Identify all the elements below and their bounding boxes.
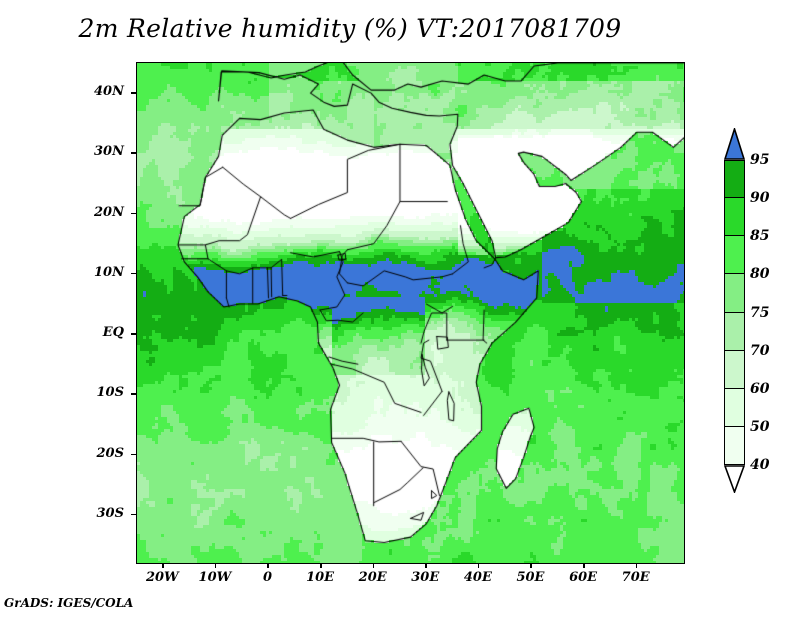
colorbar-band — [724, 198, 745, 237]
colorbar-band — [724, 388, 745, 427]
y-axis-tick — [131, 513, 136, 516]
y-axis-tick — [131, 92, 136, 94]
colorbar-tick-label: 90 — [750, 190, 770, 207]
x-axis-tick — [267, 563, 269, 568]
y-axis-tick — [131, 212, 136, 215]
page-title: 2m Relative humidity (%) VT:2017081709 — [78, 14, 622, 43]
y-axis-tick-label: 10N — [94, 264, 124, 280]
colorbar-band — [724, 350, 745, 389]
x-axis-tick — [425, 563, 427, 568]
colorbar-band — [724, 312, 745, 351]
x-axis-tick-label: 10E — [306, 570, 335, 585]
y-axis-tick — [131, 333, 136, 335]
y-axis-tick — [131, 393, 136, 395]
x-axis-tick — [530, 563, 532, 568]
humidity-map-plot — [136, 62, 685, 564]
x-axis-tick — [477, 563, 480, 568]
y-axis-tick-label: 40N — [94, 84, 124, 100]
x-axis-tick-label: 30E — [411, 570, 440, 585]
x-axis-tick-label: 10W — [198, 570, 232, 585]
attribution-footer: GrADS: IGES/COLA — [4, 596, 134, 610]
y-axis-tick — [131, 152, 136, 154]
colorbar-band — [724, 274, 745, 313]
y-axis-tick-label: 10S — [96, 385, 124, 401]
y-axis-tick-label: 20S — [96, 445, 124, 461]
colorbar-tick-label: 80 — [750, 266, 770, 283]
x-axis-tick — [635, 563, 638, 568]
y-axis-tick-label: EQ — [102, 325, 124, 341]
colorbar-tick-label: 40 — [750, 457, 770, 473]
y-axis-tick-label: 30N — [94, 144, 124, 160]
colorbar-under-arrow — [723, 465, 746, 495]
y-axis-tick-label: 30S — [96, 505, 124, 521]
x-axis-tick-label: 20E — [358, 570, 387, 585]
colorbar-band — [724, 236, 745, 275]
x-axis-tick — [162, 563, 164, 568]
x-axis-tick — [214, 563, 217, 568]
colorbar-band — [724, 426, 745, 465]
colorbar-tick-label: 85 — [750, 228, 770, 245]
colorbar-over-arrow — [723, 126, 746, 160]
x-axis-tick-label: 60E — [569, 570, 598, 585]
x-axis-tick — [320, 563, 322, 568]
x-axis-tick-label: 20W — [145, 570, 179, 585]
coastline-border-overlay — [137, 63, 684, 563]
x-axis-tick-label: 50E — [516, 570, 545, 585]
x-axis-tick-label: 70E — [621, 570, 650, 585]
x-axis-tick-label: 40E — [463, 570, 492, 585]
y-axis-tick — [131, 272, 136, 275]
colorbar-band — [724, 160, 745, 199]
colorbar-tick-label: 75 — [750, 304, 770, 321]
y-axis-tick-label: 20N — [94, 204, 124, 220]
x-axis-tick — [372, 563, 375, 568]
x-axis-tick — [583, 563, 585, 568]
colorbar-tick-label: 70 — [750, 342, 770, 359]
colorbar-tick-label: 60 — [750, 380, 770, 397]
x-axis-tick-label: 0 — [262, 570, 272, 585]
y-axis-tick — [131, 453, 136, 456]
colorbar-tick-label: 95 — [750, 152, 770, 168]
colorbar-tick-label: 50 — [750, 418, 770, 435]
colorbar — [723, 126, 746, 495]
